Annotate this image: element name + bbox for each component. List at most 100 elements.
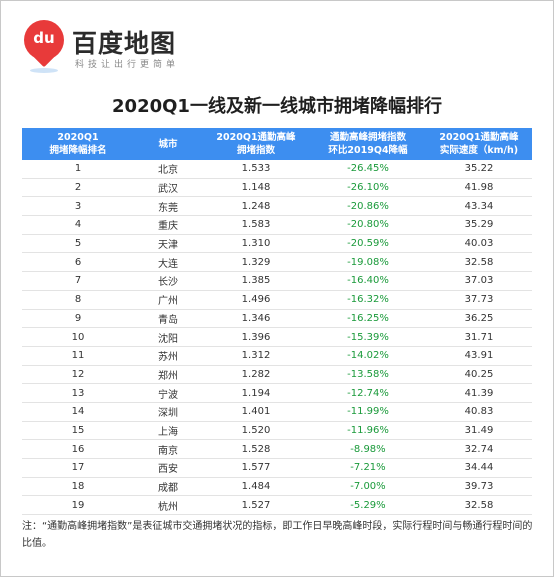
table-cell: 1 [22, 160, 134, 179]
table-cell: -7.21% [310, 458, 426, 478]
table-row: 16 南京 1.528 -8.98% 32.74 [22, 439, 532, 459]
column-header-line: 拥堵降幅排名 [49, 145, 107, 156]
table-cell: 重庆 [134, 215, 202, 235]
table-row: 8 广州 1.496 -16.32% 37.73 [22, 290, 532, 310]
table-cell: 1.520 [202, 421, 310, 441]
column-header: 2020Q1 拥堵降幅排名 [22, 128, 134, 160]
table-cell: 9 [22, 309, 134, 329]
table-cell: 大连 [134, 252, 202, 273]
table-cell: 32.58 [426, 495, 532, 516]
table-cell: -12.74% [310, 383, 426, 403]
table-cell: 16 [22, 439, 134, 459]
table-cell: -19.08% [310, 252, 426, 273]
brand-name: 百度地图 [72, 29, 177, 58]
table-cell: 40.83 [426, 402, 532, 422]
table-cell: 1.329 [202, 252, 310, 273]
table-cell: 宁波 [134, 383, 202, 403]
table-cell: -26.10% [310, 178, 426, 198]
table-cell: 4 [22, 215, 134, 235]
column-header-line: 环比2019Q4降幅 [328, 145, 408, 156]
table-cell: -20.59% [310, 234, 426, 254]
table-row: 13 宁波 1.194 -12.74% 41.39 [22, 383, 532, 403]
table-cell: 1.484 [202, 477, 310, 497]
table-row: 2 武汉 1.148 -26.10% 41.98 [22, 178, 532, 198]
table-cell: 41.98 [426, 178, 532, 198]
table-cell: -13.58% [310, 365, 426, 385]
table-cell: 8 [22, 290, 134, 310]
table-cell: 1.194 [202, 383, 310, 403]
column-header-line: 2020Q1通勤高峰 [439, 132, 519, 143]
table-cell: 南京 [134, 439, 202, 459]
table-cell: 18 [22, 477, 134, 497]
table-cell: 武汉 [134, 178, 202, 198]
table-row: 18 成都 1.484 -7.00% 39.73 [22, 477, 532, 497]
table-cell: 1.583 [202, 215, 310, 235]
table-cell: 36.25 [426, 309, 532, 329]
table-cell: -8.98% [310, 439, 426, 459]
table-row: 9 青岛 1.346 -16.25% 36.25 [22, 309, 532, 329]
table-cell: 17 [22, 458, 134, 478]
table-cell: 37.73 [426, 290, 532, 310]
table-cell: 广州 [134, 290, 202, 310]
table-cell: 1.248 [202, 196, 310, 217]
table-row: 15 上海 1.520 -11.96% 31.49 [22, 421, 532, 441]
table-cell: -20.86% [310, 196, 426, 217]
table-row: 10 沈阳 1.396 -15.39% 31.71 [22, 327, 532, 347]
table-cell: 苏州 [134, 346, 202, 366]
table-row: 1 北京 1.533 -26.45% 35.22 [22, 160, 532, 179]
table-cell: 3 [22, 196, 134, 217]
footnote: 注：“通勤高峰拥堵指数”是表征城市交通拥堵状况的指标，即工作日早晚高峰时段，实际… [22, 521, 533, 549]
table-cell: 13 [22, 383, 134, 403]
table-cell: -16.40% [310, 271, 426, 291]
table-cell: 东莞 [134, 196, 202, 217]
table-cell: -7.00% [310, 477, 426, 497]
table-cell: 32.58 [426, 252, 532, 273]
table-cell: 青岛 [134, 309, 202, 329]
table-cell: 1.528 [202, 439, 310, 459]
table-cell: 1.346 [202, 309, 310, 329]
table-cell: 40.25 [426, 365, 532, 385]
congestion-ranking-table: 2020Q1 拥堵降幅排名 城市 2020Q1通勤高峰 拥堵指数 通勤高峰拥堵指数 环比20… [22, 128, 532, 516]
column-header-line: 拥堵指数 [236, 145, 275, 156]
table-cell: 长沙 [134, 271, 202, 291]
table-cell: 10 [22, 327, 134, 347]
table-row: 11 苏州 1.312 -14.02% 43.91 [22, 346, 532, 366]
table-cell: 深圳 [134, 402, 202, 422]
table-row: 3 东莞 1.248 -20.86% 43.34 [22, 196, 532, 217]
table-cell: 上海 [134, 421, 202, 441]
table-cell: -16.25% [310, 309, 426, 329]
column-header-line: 通勤高峰拥堵指数 [329, 132, 406, 143]
table-cell: 1.312 [202, 346, 310, 366]
table-cell: 西安 [134, 458, 202, 478]
column-header-line: 2020Q1 [57, 132, 99, 143]
table-cell: -20.80% [310, 215, 426, 235]
table-cell: 1.310 [202, 234, 310, 254]
logo-mark-text: du [33, 29, 55, 47]
table-cell: 40.03 [426, 234, 532, 254]
page-title: 2020Q1一线及新一线城市拥堵降幅排行 [112, 96, 442, 117]
table-row: 19 杭州 1.527 -5.29% 32.58 [22, 495, 532, 516]
table-cell: -15.39% [310, 327, 426, 347]
table-cell: 12 [22, 365, 134, 385]
table-cell: 成都 [134, 477, 202, 497]
table-cell: 43.91 [426, 346, 532, 366]
table-cell: 11 [22, 346, 134, 366]
table-cell: 7 [22, 271, 134, 291]
table-body: 1 北京 1.533 -26.45% 35.22 2 武汉 1.148 -26.10% 41.98… [22, 160, 532, 516]
table-cell: 1.577 [202, 458, 310, 478]
table-row: 17 西安 1.577 -7.21% 34.44 [22, 458, 532, 478]
table-cell: 35.22 [426, 160, 532, 179]
column-header: 通勤高峰拥堵指数 环比2019Q4降幅 [310, 128, 426, 160]
table-cell: 1.401 [202, 402, 310, 422]
table-cell: -5.29% [310, 495, 426, 516]
table-cell: 43.34 [426, 196, 532, 217]
table-cell: 北京 [134, 160, 202, 179]
table-row: 5 天津 1.310 -20.59% 40.03 [22, 234, 532, 254]
column-header: 2020Q1通勤高峰 拥堵指数 [202, 128, 310, 160]
table-cell: 41.39 [426, 383, 532, 403]
table-cell: 杭州 [134, 495, 202, 516]
table-cell: 19 [22, 495, 134, 516]
brand-logo: du 百度地图 科技让出行更简单 [24, 20, 244, 73]
table-cell: 35.29 [426, 215, 532, 235]
table-cell: 32.74 [426, 439, 532, 459]
